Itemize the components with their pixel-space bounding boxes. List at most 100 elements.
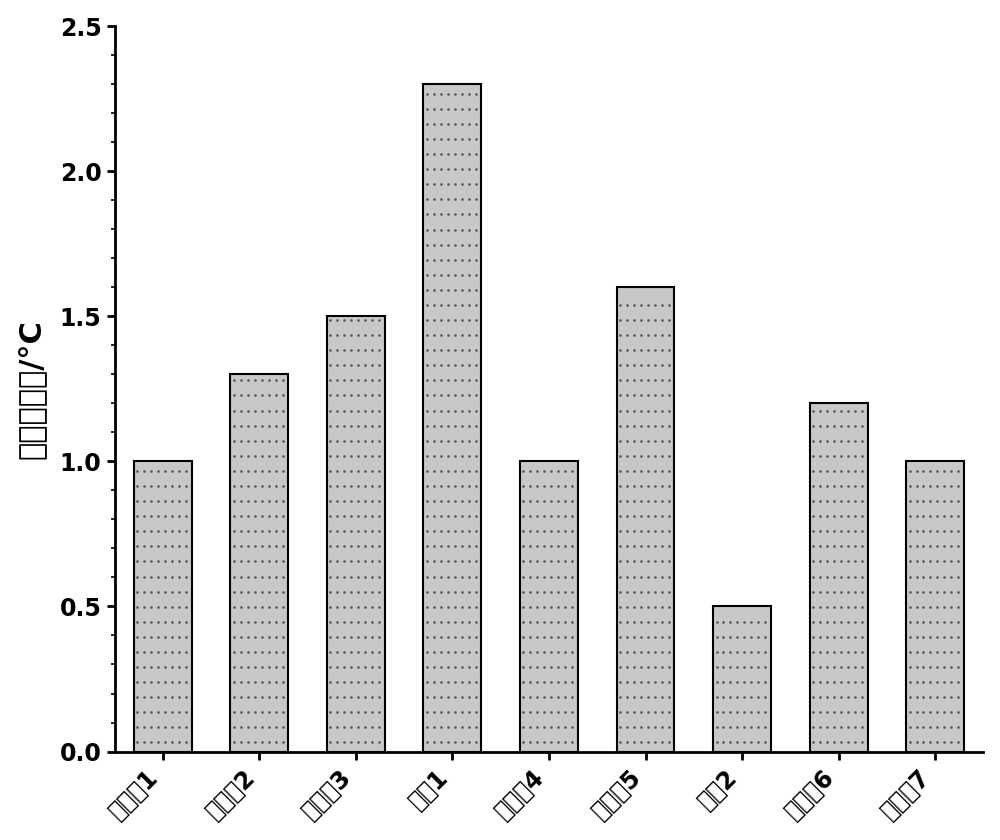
Point <box>661 721 677 734</box>
Point <box>461 253 477 266</box>
Point <box>433 132 449 145</box>
Point <box>268 675 284 689</box>
Point <box>178 495 194 508</box>
Point <box>854 480 870 493</box>
Point <box>461 615 477 628</box>
Point <box>150 524 166 538</box>
Point <box>150 736 166 749</box>
Point <box>357 328 373 342</box>
Point <box>840 721 856 734</box>
Point <box>640 585 656 598</box>
Point <box>226 495 242 508</box>
Point <box>226 570 242 583</box>
Point <box>178 509 194 522</box>
Point <box>819 509 835 522</box>
Point <box>461 465 477 478</box>
Point <box>254 524 270 538</box>
Point <box>461 600 477 613</box>
Point <box>557 721 573 734</box>
Point <box>440 344 456 357</box>
Point <box>943 585 959 598</box>
Point <box>336 495 352 508</box>
Point <box>709 630 725 643</box>
Point <box>647 585 663 598</box>
Point <box>329 359 345 372</box>
Point <box>950 736 966 749</box>
Point <box>757 736 773 749</box>
Point <box>171 495 187 508</box>
Point <box>454 344 470 357</box>
Point <box>515 554 531 568</box>
Point <box>447 328 463 342</box>
Point <box>454 298 470 312</box>
Point <box>812 570 828 583</box>
Point <box>722 690 738 704</box>
Point <box>743 690 759 704</box>
Point <box>915 585 931 598</box>
Point <box>261 524 277 538</box>
Point <box>847 449 863 463</box>
Point <box>433 177 449 191</box>
Point <box>143 539 159 553</box>
Point <box>536 630 552 643</box>
Point <box>661 344 677 357</box>
Point <box>129 539 145 553</box>
Point <box>654 509 670 522</box>
Point <box>743 675 759 689</box>
Point <box>902 465 918 478</box>
Point <box>336 313 352 327</box>
Point <box>164 706 180 719</box>
Point <box>840 480 856 493</box>
Point <box>833 645 849 659</box>
Point <box>247 509 263 522</box>
Point <box>847 570 863 583</box>
Point <box>454 102 470 116</box>
Point <box>150 480 166 493</box>
Point <box>143 736 159 749</box>
Point <box>233 539 249 553</box>
Point <box>461 117 477 130</box>
Point <box>164 736 180 749</box>
Point <box>619 721 635 734</box>
Point <box>433 690 449 704</box>
Point <box>847 630 863 643</box>
Point <box>454 147 470 160</box>
Point <box>329 615 345 628</box>
Point <box>909 630 925 643</box>
Point <box>364 600 380 613</box>
Point <box>619 554 635 568</box>
Point <box>143 645 159 659</box>
Point <box>136 660 152 674</box>
Point <box>268 539 284 553</box>
Point <box>461 495 477 508</box>
Point <box>364 660 380 674</box>
Point <box>357 690 373 704</box>
Point <box>847 495 863 508</box>
Point <box>626 465 642 478</box>
Point <box>454 480 470 493</box>
Point <box>819 465 835 478</box>
Point <box>136 675 152 689</box>
Point <box>419 630 435 643</box>
Point <box>943 600 959 613</box>
Point <box>226 480 242 493</box>
Point <box>157 585 173 598</box>
Point <box>826 509 842 522</box>
Point <box>247 615 263 628</box>
Point <box>929 465 945 478</box>
Point <box>929 706 945 719</box>
Point <box>343 570 359 583</box>
Point <box>350 600 366 613</box>
Point <box>633 539 649 553</box>
Point <box>757 660 773 674</box>
Point <box>136 630 152 643</box>
Point <box>902 660 918 674</box>
Point <box>440 736 456 749</box>
Point <box>461 207 477 221</box>
Point <box>247 419 263 433</box>
Point <box>819 615 835 628</box>
Point <box>543 554 559 568</box>
Point <box>522 495 538 508</box>
Point <box>322 615 338 628</box>
Point <box>336 434 352 448</box>
